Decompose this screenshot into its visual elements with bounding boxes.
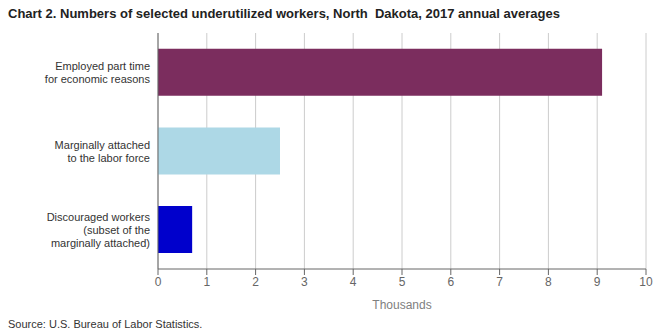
svg-text:0: 0 — [155, 275, 162, 289]
svg-text:5: 5 — [399, 275, 406, 289]
svg-text:Thousands: Thousands — [372, 298, 431, 312]
svg-text:8: 8 — [545, 275, 552, 289]
svg-text:3: 3 — [301, 275, 308, 289]
html-text:Chart 2. Numbers of selected u: Chart 2. Numbers of selected underutiliz… — [8, 6, 560, 21]
html-text:Source: U.S. Bureau of Labor S: Source: U.S. Bureau of Labor Statistics. — [8, 318, 203, 330]
svg-text:4: 4 — [350, 275, 357, 289]
svg-text:6: 6 — [447, 275, 454, 289]
svg-text:Employed part timefor economic: Employed part timefor economic reasons — [45, 60, 151, 85]
svg-text:7: 7 — [496, 275, 503, 289]
svg-text:9: 9 — [594, 275, 601, 289]
svg-text:Marginally attachedto the labo: Marginally attachedto the labor force — [55, 139, 150, 164]
svg-text:1: 1 — [203, 275, 210, 289]
svg-text:2: 2 — [252, 275, 259, 289]
svg-text:10: 10 — [639, 275, 653, 289]
svg-text:Discouraged workers(subset of: Discouraged workers(subset of themargina… — [47, 211, 151, 249]
